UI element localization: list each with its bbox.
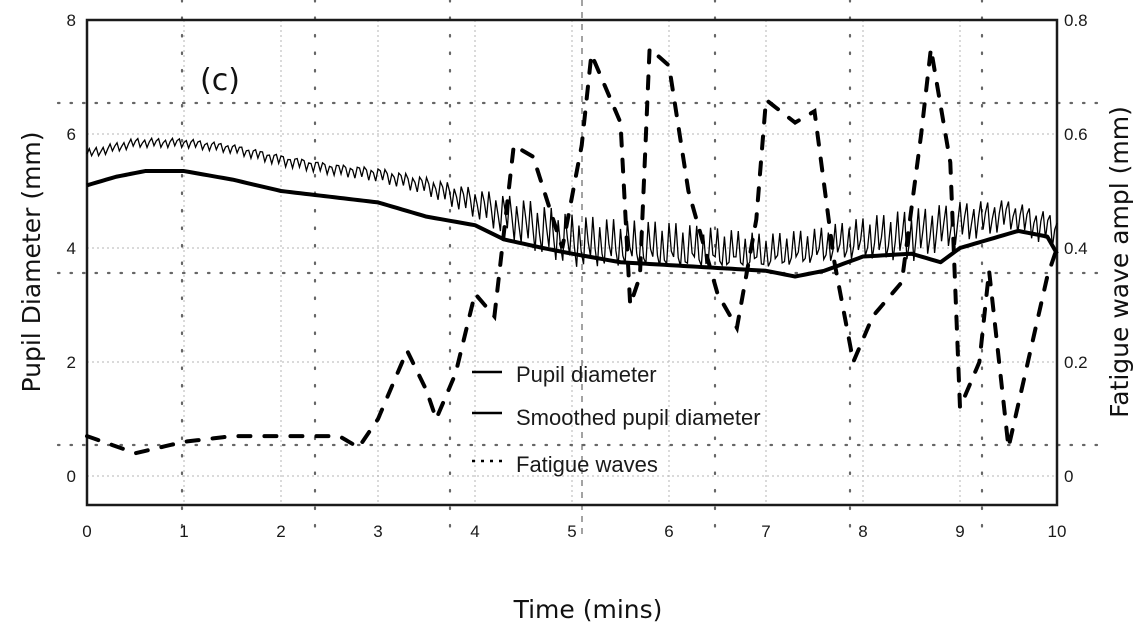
legend-label-smoothed-pupil-diameter: Smoothed pupil diameter <box>516 405 761 430</box>
panel-label: (c) <box>200 63 240 98</box>
x-axis-ticks: 0 1 2 3 4 5 6 7 8 9 10 <box>82 522 1066 541</box>
y-axis-left-title: Pupil Diameter (mm) <box>17 131 46 392</box>
y-left-tick-label: 2 <box>67 353 76 372</box>
x-tick-label: 8 <box>858 522 867 541</box>
y-right-tick-label: 0.6 <box>1064 125 1088 144</box>
overlay-dotted-gridlines <box>56 0 1108 542</box>
gridlines <box>87 20 1057 505</box>
y-left-tick-label: 8 <box>67 11 76 30</box>
y-axis-left-ticks: 0 2 4 6 8 <box>67 11 76 486</box>
x-tick-label: 10 <box>1048 522 1067 541</box>
y-left-tick-label: 0 <box>67 467 76 486</box>
y-right-tick-label: 0.8 <box>1064 11 1088 30</box>
y-right-tick-label: 0 <box>1064 467 1073 486</box>
legend-label-fatigue-waves: Fatigue waves <box>516 452 658 477</box>
legend: Pupil diameter Smoothed pupil diameter F… <box>472 362 761 477</box>
y-left-tick-label: 6 <box>67 125 76 144</box>
y-right-tick-label: 0.4 <box>1064 239 1088 258</box>
x-axis-title: Time (mins) <box>513 595 663 624</box>
x-tick-label: 6 <box>664 522 673 541</box>
series-fatigue-waves <box>85 44 1059 456</box>
x-tick-label: 2 <box>276 522 285 541</box>
x-tick-label: 0 <box>82 522 91 541</box>
x-tick-label: 3 <box>373 522 382 541</box>
plot-area <box>85 44 1059 456</box>
x-tick-label: 5 <box>567 522 576 541</box>
y-axis-right-title: Fatigue wave ampl (mm) <box>1105 106 1134 418</box>
series-smoothed-pupil-diameter <box>86 169 1059 279</box>
x-tick-label: 7 <box>761 522 770 541</box>
y-right-tick-label: 0.2 <box>1064 353 1088 372</box>
y-axis-right-ticks: 0 0.2 0.4 0.6 0.8 <box>1064 11 1088 486</box>
x-tick-label: 1 <box>179 522 188 541</box>
plot-frame <box>85 18 1059 507</box>
series-pupil-diameter <box>86 136 1058 268</box>
legend-label-pupil-diameter: Pupil diameter <box>516 362 657 387</box>
y-left-tick-label: 4 <box>67 239 76 258</box>
x-tick-label: 9 <box>955 522 964 541</box>
x-tick-label: 4 <box>470 522 479 541</box>
